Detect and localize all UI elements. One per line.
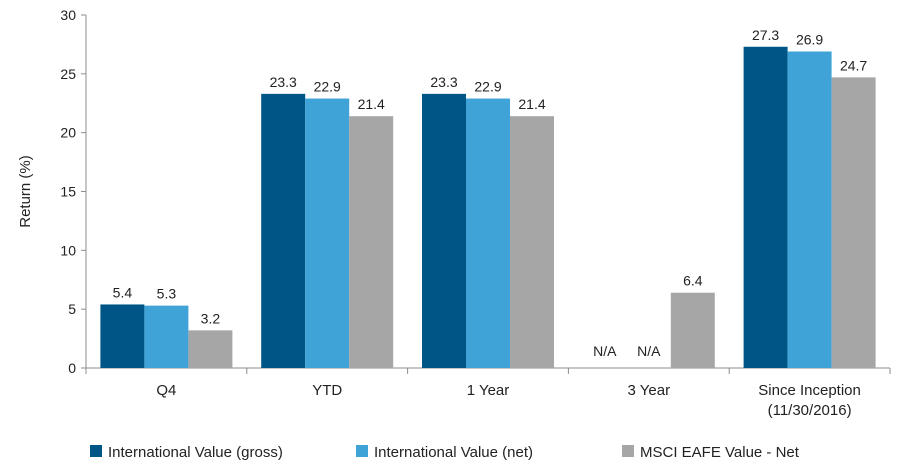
data-label: N/A [593, 343, 617, 359]
bar [831, 77, 876, 368]
legend-swatch [90, 445, 102, 457]
x-category-label: (11/30/2016) [768, 402, 852, 419]
y-tick-label: 20 [60, 125, 76, 141]
legend-label: International Value (gross) [108, 444, 283, 461]
y-tick-label: 0 [68, 360, 76, 376]
data-label: 23.3 [270, 74, 297, 90]
x-axis: Q4 YTD 1 Year 3 Year Since Inception (11/30/2… [85, 367, 891, 419]
legend-label: MSCI EAFE Value - Net [640, 444, 800, 461]
data-label: N/A [637, 343, 661, 359]
legend-swatch [356, 445, 368, 457]
bar [261, 93, 306, 368]
x-category-label: Since Inception [758, 382, 861, 399]
y-tick-label: 30 [60, 7, 76, 23]
x-category-label: Q4 [156, 382, 176, 399]
x-category-label: YTD [312, 382, 342, 399]
data-label: 5.3 [157, 286, 177, 302]
x-category-label: 1 Year [467, 382, 510, 399]
data-label: 3.2 [201, 310, 221, 326]
bar [787, 51, 832, 369]
data-label: 21.4 [518, 96, 545, 112]
bar [100, 304, 145, 368]
y-axis-title: Return (%) [17, 155, 34, 228]
bar [144, 305, 189, 368]
bar [422, 93, 466, 368]
data-labels-group: 5.4 5.3 3.2 23.3 22.9 21.4 23.3 22.9 21.4 N/A N/A 6… [113, 27, 868, 359]
bar [466, 98, 510, 368]
bars-group [100, 46, 876, 369]
data-label: 27.3 [752, 27, 779, 43]
data-label: 6.4 [683, 273, 703, 289]
y-tick-label: 15 [60, 184, 76, 200]
data-label: 22.9 [474, 79, 501, 95]
data-label: 24.7 [840, 57, 867, 73]
bar [743, 46, 788, 369]
bar [305, 98, 350, 368]
y-tick-label: 25 [60, 66, 76, 82]
bar [349, 116, 394, 369]
data-label: 21.4 [358, 96, 385, 112]
data-label: 26.9 [796, 31, 823, 47]
legend: International Value (gross) International… [90, 444, 800, 461]
y-tick-label: 5 [68, 301, 76, 317]
x-category-label: 3 Year [628, 382, 671, 399]
bar [510, 116, 554, 369]
bar [188, 330, 233, 368]
y-tick-label: 10 [60, 242, 76, 258]
legend-swatch [622, 445, 634, 457]
data-label: 23.3 [430, 74, 457, 90]
bar [670, 292, 715, 368]
data-label: 5.4 [113, 284, 133, 300]
legend-label: International Value (net) [374, 444, 533, 461]
data-label: 22.9 [314, 79, 341, 95]
y-axis: 0 5 10 15 20 25 30 [60, 7, 87, 376]
